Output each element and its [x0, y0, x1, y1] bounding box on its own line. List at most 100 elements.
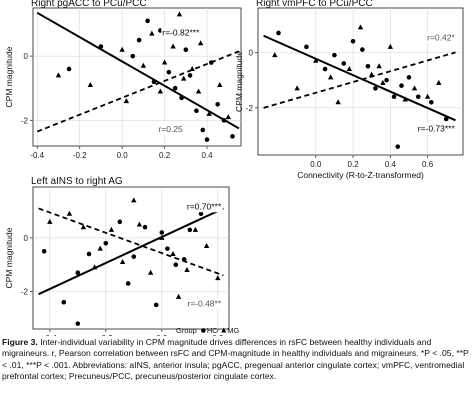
- correlation-label-bg: [157, 123, 185, 135]
- y-tick-label: -2: [21, 287, 29, 296]
- data-point-mg: [327, 74, 334, 80]
- data-point-hc: [136, 37, 142, 43]
- correlation-label-bg: [186, 297, 223, 309]
- fit-line-hc: [263, 34, 456, 122]
- data-point-hc: [61, 299, 67, 305]
- legend-marker-hc: [201, 328, 206, 333]
- data-point-mg: [108, 226, 115, 232]
- x-tick-label: -0.4: [30, 151, 44, 160]
- y-tick-label: 0: [24, 234, 29, 243]
- data-point-hc: [145, 18, 150, 24]
- data-point-hc: [276, 30, 281, 36]
- legend-title: Group: [176, 326, 197, 335]
- data-point-hc: [187, 227, 193, 233]
- data-point-mg: [119, 46, 125, 52]
- x-tick-label: 0.2: [159, 151, 171, 160]
- data-point-hc: [395, 144, 401, 149]
- y-tick-label: -2: [21, 116, 29, 125]
- data-point-mg: [346, 66, 353, 72]
- data-point-mg: [87, 82, 94, 88]
- data-point-hc: [165, 246, 170, 251]
- data-point-mg: [203, 242, 210, 248]
- data-point-mg: [197, 40, 204, 46]
- data-point-mg: [376, 63, 382, 69]
- data-point-mg: [357, 24, 364, 30]
- data-point-mg: [91, 264, 98, 270]
- legend-label: HC: [207, 326, 218, 335]
- correlation-label-mg: r=-0.48**: [187, 298, 221, 308]
- data-point-hc: [98, 44, 104, 49]
- y-axis-label: CPM magnitude: [234, 51, 244, 112]
- x-tick-label: -0.4: [43, 334, 57, 336]
- data-point-hc: [179, 95, 184, 101]
- data-point-mg: [424, 93, 431, 99]
- data-point-hc: [406, 75, 412, 80]
- data-point-mg: [140, 62, 147, 68]
- data-point-hc: [208, 60, 214, 65]
- data-point-hc: [153, 302, 159, 308]
- x-tick-label: -0.2: [99, 334, 113, 336]
- data-point-mg: [217, 82, 223, 88]
- data-point-mg: [225, 114, 231, 120]
- chart-panel-3: -0.4 -0.2 0.0 0.2 -2 0 Left aINS to right AG CP…: [4, 176, 230, 336]
- data-point-hc: [399, 83, 404, 88]
- data-point-mg: [170, 250, 176, 256]
- x-tick-label: 0.4: [385, 160, 397, 169]
- data-point-mg: [55, 72, 62, 78]
- data-point-hc: [373, 86, 378, 91]
- data-point-mg: [80, 224, 87, 230]
- x-tick-label: 0.0: [156, 334, 168, 336]
- x-tick-label: 0.6: [422, 160, 434, 169]
- data-point-mg: [313, 57, 319, 63]
- data-point-hc: [429, 100, 434, 105]
- x-tick-label: 0.0: [310, 160, 322, 169]
- x-tick-label: 0.0: [117, 151, 129, 160]
- y-tick-label: -2: [246, 104, 254, 113]
- correlation-label-bg: [185, 201, 223, 213]
- data-point-hc: [130, 53, 136, 59]
- correlation-label-bg: [426, 31, 457, 43]
- data-point-hc: [151, 79, 157, 85]
- x-axis-label: Connectivity (R-to-Z-transformed): [297, 170, 424, 180]
- data-point-hc: [166, 69, 172, 75]
- correlation-label-hc: r=-0.73***: [418, 123, 456, 133]
- data-point-mg: [97, 245, 103, 251]
- data-point-hc: [173, 262, 179, 267]
- data-point-hc: [41, 249, 47, 254]
- data-point-hc: [230, 134, 235, 139]
- data-point-hc: [131, 254, 137, 259]
- data-point-mg: [368, 71, 375, 77]
- data-point-mg: [215, 275, 221, 281]
- data-point-hc: [332, 52, 337, 58]
- data-point-hc: [125, 281, 131, 286]
- x-tick-label: 0.2: [347, 160, 359, 169]
- data-point-mg: [175, 293, 182, 299]
- data-point-hc: [204, 137, 210, 142]
- data-point-hc: [365, 63, 371, 69]
- data-point-hc: [142, 224, 148, 230]
- fit-line-mg: [38, 207, 224, 277]
- y-axis-label: CPM magnitude: [4, 46, 14, 107]
- data-point-mg: [184, 267, 190, 273]
- data-point-mg: [380, 79, 386, 85]
- data-point-mg: [159, 234, 165, 240]
- data-point-hc: [415, 94, 421, 100]
- caption-text: Inter-individual variability in CPM magn…: [2, 337, 469, 381]
- y-tick-label: 0: [24, 52, 29, 61]
- x-tick-label: 0.4: [201, 151, 213, 160]
- data-point-mg: [170, 43, 176, 49]
- data-point-hc: [221, 118, 227, 123]
- data-point-hc: [384, 77, 389, 83]
- data-point-mg: [402, 96, 408, 102]
- data-point-hc: [360, 47, 365, 52]
- data-point-mg: [436, 79, 442, 85]
- data-point-mg: [206, 110, 212, 116]
- data-point-hc: [391, 94, 397, 100]
- data-point-mg: [161, 59, 168, 65]
- data-point-hc: [172, 85, 178, 91]
- x-tick-label: 0.2: [212, 334, 224, 336]
- fit-line-hc: [36, 11, 240, 130]
- legend: Group HC MG: [176, 326, 240, 335]
- data-point-mg: [136, 221, 143, 227]
- data-point-mg: [192, 226, 199, 232]
